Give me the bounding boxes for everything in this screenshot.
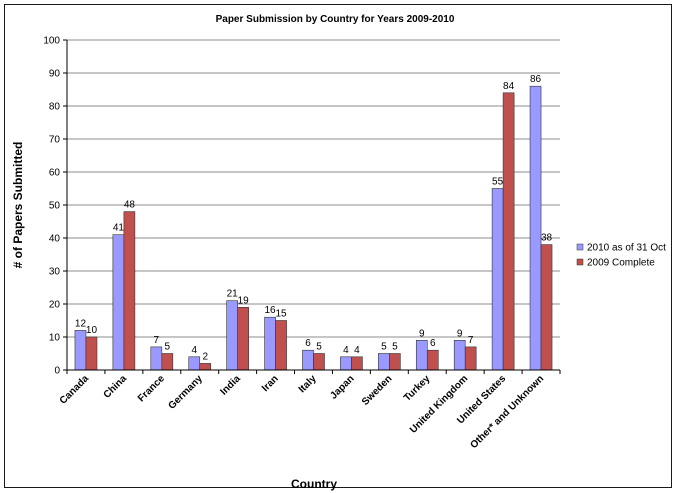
- legend: 2010 as of 31 Oct 2009 Complete: [576, 243, 666, 269]
- x-axis-title: Country: [291, 477, 337, 491]
- bar: [150, 346, 163, 371]
- data-label: 21: [227, 289, 239, 300]
- data-label: 7: [154, 335, 160, 346]
- data-label: 15: [276, 309, 288, 320]
- bar: [302, 349, 314, 371]
- data-label: 2: [202, 351, 208, 362]
- y-tick-label: 50: [49, 201, 61, 212]
- category-label: Iran: [260, 373, 281, 394]
- gridlines: [67, 39, 560, 338]
- category-label: Canada: [58, 373, 92, 407]
- bar: [226, 300, 238, 371]
- legend-swatch: [576, 258, 584, 266]
- data-label: 12: [75, 318, 87, 329]
- data-label: 41: [113, 223, 125, 234]
- data-label: 16: [265, 305, 277, 316]
- data-label: 9: [457, 328, 463, 339]
- data-label: 48: [124, 200, 136, 211]
- category-label: China: [102, 373, 130, 401]
- y-tick-label: 40: [49, 234, 61, 245]
- data-label: 4: [354, 345, 360, 356]
- bar: [199, 363, 212, 371]
- bar: [540, 244, 553, 371]
- chart-title: Paper Submission by Country for Years 20…: [216, 14, 455, 25]
- y-tick-label: 70: [49, 135, 61, 146]
- data-label: 5: [392, 342, 398, 353]
- bar: [313, 353, 325, 371]
- bars: [74, 85, 553, 371]
- category-label: Other* and Unknown: [468, 373, 546, 451]
- category-label: Italy: [297, 373, 319, 395]
- bar: [237, 306, 249, 371]
- data-label: 19: [238, 295, 250, 306]
- bar: [351, 356, 363, 371]
- legend-swatch: [576, 243, 584, 251]
- bar: [426, 349, 439, 371]
- category-label: Germany: [166, 373, 205, 412]
- bar: [464, 346, 477, 371]
- category-label: Turkey: [402, 373, 433, 404]
- data-label: 84: [503, 81, 515, 92]
- y-tick-label: 10: [49, 333, 61, 344]
- data-label: 6: [305, 338, 311, 349]
- bar: [378, 353, 390, 371]
- data-label: 55: [492, 177, 504, 188]
- data-label: 7: [468, 335, 474, 346]
- data-label: 10: [86, 325, 98, 336]
- data-label: 6: [430, 338, 436, 349]
- y-tick-label: 60: [49, 168, 61, 179]
- y-tick-label: 80: [49, 102, 61, 113]
- bar: [340, 356, 352, 371]
- bar: [112, 234, 125, 371]
- bar: [491, 188, 504, 371]
- data-label: 9: [419, 328, 425, 339]
- legend-label: 2009 Complete: [587, 258, 655, 269]
- bar: [264, 316, 276, 371]
- bar: [74, 330, 87, 371]
- data-label: 4: [191, 345, 197, 356]
- axes: 0 10 20 30 40 50 60 70 80 90 100: [43, 36, 561, 377]
- bar: [453, 339, 466, 371]
- bar: [161, 353, 174, 371]
- bar: [389, 353, 401, 371]
- y-tick-label: 90: [49, 69, 61, 80]
- category-labels: Canada China France Germany India Iran Italy Ja…: [58, 373, 546, 451]
- bar: [123, 211, 136, 371]
- legend-label: 2010 as of 31 Oct: [587, 243, 666, 254]
- y-tick-label: 100: [43, 36, 60, 47]
- bar: [502, 92, 515, 371]
- category-label: India: [218, 373, 243, 398]
- bar: [275, 320, 287, 371]
- category-label: Japan: [328, 373, 356, 401]
- bar: [529, 85, 542, 371]
- bar: [415, 339, 428, 371]
- y-axis-title: # of Papers Submitted: [11, 142, 25, 269]
- data-label: 4: [343, 345, 349, 356]
- category-label: Sweden: [360, 373, 395, 408]
- y-tick-label: 20: [49, 300, 61, 311]
- bar: [85, 336, 98, 371]
- data-label: 5: [381, 342, 387, 353]
- y-tick-label: 0: [54, 366, 60, 377]
- category-label: France: [136, 373, 167, 404]
- data-label: 5: [316, 342, 322, 353]
- data-label: 38: [541, 233, 553, 244]
- data-label: 86: [530, 74, 542, 85]
- bar: [188, 356, 201, 371]
- y-tick-label: 30: [49, 267, 61, 278]
- data-label: 5: [165, 342, 171, 353]
